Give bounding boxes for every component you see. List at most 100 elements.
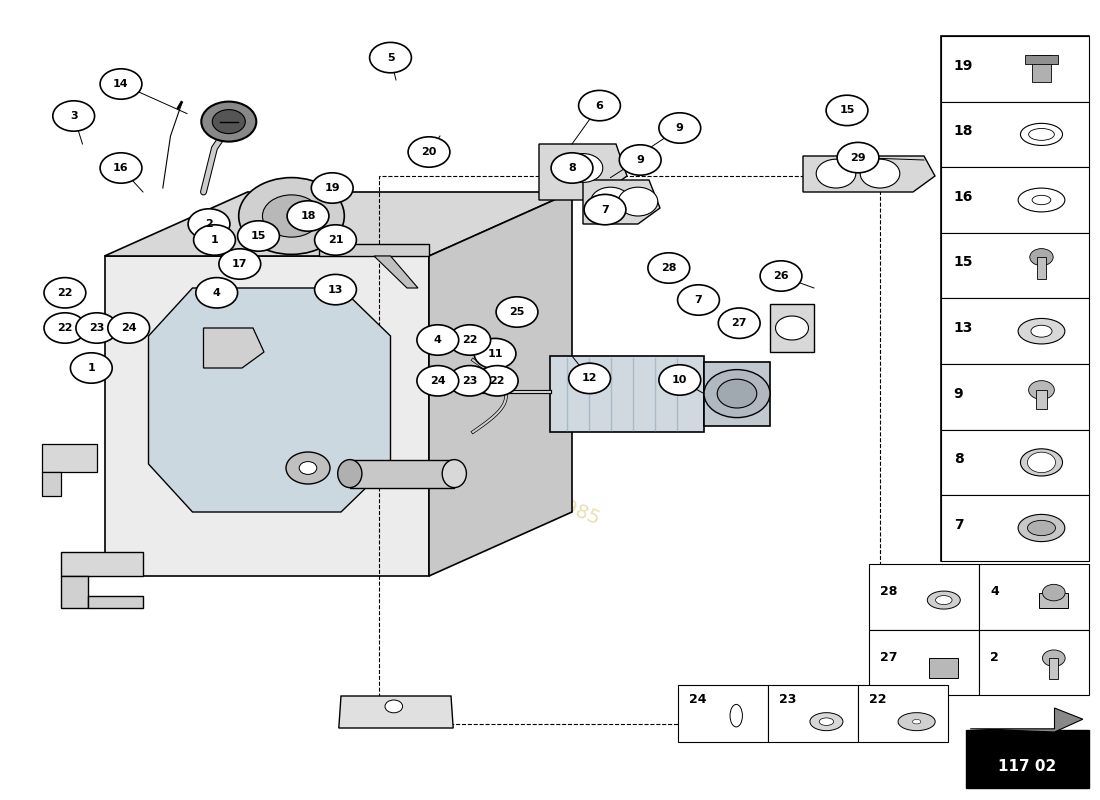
Text: 5: 5 xyxy=(387,53,394,62)
Circle shape xyxy=(1043,650,1065,666)
Text: 9: 9 xyxy=(954,386,964,401)
Bar xyxy=(979,564,1089,630)
Polygon shape xyxy=(930,658,958,678)
Circle shape xyxy=(569,363,611,394)
Text: 18: 18 xyxy=(300,211,316,221)
Polygon shape xyxy=(60,552,143,576)
Text: 24: 24 xyxy=(689,693,706,706)
Bar xyxy=(1049,658,1058,679)
Circle shape xyxy=(717,379,757,408)
Circle shape xyxy=(591,187,630,216)
Ellipse shape xyxy=(442,459,466,488)
Polygon shape xyxy=(550,356,704,432)
Text: 20: 20 xyxy=(421,147,437,157)
Polygon shape xyxy=(104,192,572,256)
Circle shape xyxy=(53,101,95,131)
Polygon shape xyxy=(104,256,429,576)
Bar xyxy=(678,685,768,742)
Circle shape xyxy=(311,173,353,203)
Text: 16: 16 xyxy=(113,163,129,173)
Polygon shape xyxy=(42,472,60,496)
Text: 15: 15 xyxy=(839,106,855,115)
Circle shape xyxy=(286,452,330,484)
Text: 4: 4 xyxy=(990,585,999,598)
Text: 28: 28 xyxy=(880,585,898,598)
Circle shape xyxy=(474,338,516,369)
Bar xyxy=(940,430,1089,495)
Text: 27: 27 xyxy=(880,650,898,664)
Text: 8: 8 xyxy=(568,163,576,173)
Circle shape xyxy=(76,313,118,343)
Circle shape xyxy=(659,113,701,143)
Bar xyxy=(350,460,454,488)
Circle shape xyxy=(315,225,356,255)
Ellipse shape xyxy=(935,595,953,605)
Polygon shape xyxy=(803,156,935,192)
Text: 10: 10 xyxy=(672,375,688,385)
Bar xyxy=(940,102,1089,167)
Text: 1: 1 xyxy=(87,363,96,373)
Circle shape xyxy=(263,195,320,237)
Bar xyxy=(1037,257,1046,279)
Circle shape xyxy=(760,261,802,291)
Ellipse shape xyxy=(1028,129,1054,140)
Circle shape xyxy=(584,194,626,225)
Text: 1: 1 xyxy=(210,235,219,245)
Text: 15: 15 xyxy=(954,255,974,270)
Bar xyxy=(1036,390,1046,409)
Circle shape xyxy=(417,325,459,355)
Text: 3: 3 xyxy=(70,111,77,121)
Circle shape xyxy=(718,308,760,338)
Bar xyxy=(1040,593,1068,607)
Circle shape xyxy=(551,153,593,183)
Text: 27: 27 xyxy=(732,318,747,328)
Circle shape xyxy=(837,142,879,173)
Bar xyxy=(940,298,1089,364)
Text: 29: 29 xyxy=(850,153,866,162)
Text: 17: 17 xyxy=(232,259,248,269)
Text: 15: 15 xyxy=(251,231,266,241)
Text: 117 02: 117 02 xyxy=(999,758,1056,774)
Circle shape xyxy=(579,90,620,121)
Circle shape xyxy=(408,137,450,167)
Text: 24: 24 xyxy=(430,376,446,386)
Text: 4: 4 xyxy=(212,288,221,298)
Bar xyxy=(940,36,1089,102)
Text: 22: 22 xyxy=(57,323,73,333)
Text: 9: 9 xyxy=(675,123,684,133)
Ellipse shape xyxy=(730,705,743,727)
Circle shape xyxy=(212,110,245,134)
Circle shape xyxy=(776,316,808,340)
Polygon shape xyxy=(374,256,418,288)
Circle shape xyxy=(678,285,719,315)
Text: 19: 19 xyxy=(954,58,974,73)
Text: 14: 14 xyxy=(113,79,129,89)
Circle shape xyxy=(659,365,701,395)
Text: 7: 7 xyxy=(954,518,964,532)
Text: 24: 24 xyxy=(121,323,136,333)
Text: 23: 23 xyxy=(89,323,104,333)
Circle shape xyxy=(563,154,603,182)
Bar xyxy=(1032,55,1050,82)
Text: 25: 25 xyxy=(509,307,525,317)
Text: 19: 19 xyxy=(324,183,340,193)
Polygon shape xyxy=(583,180,660,224)
Circle shape xyxy=(194,225,235,255)
Text: 6: 6 xyxy=(595,101,604,110)
Polygon shape xyxy=(88,596,143,608)
Bar xyxy=(869,630,979,695)
Text: 22: 22 xyxy=(462,335,477,345)
Bar xyxy=(966,730,1089,788)
Bar xyxy=(379,176,880,724)
Ellipse shape xyxy=(1027,520,1056,536)
Text: 2: 2 xyxy=(205,219,213,229)
Ellipse shape xyxy=(810,713,843,730)
Circle shape xyxy=(44,313,86,343)
Bar xyxy=(940,233,1089,298)
Polygon shape xyxy=(539,144,627,200)
Polygon shape xyxy=(204,328,264,368)
Circle shape xyxy=(188,209,230,239)
Circle shape xyxy=(1043,584,1065,601)
Circle shape xyxy=(618,187,658,216)
Polygon shape xyxy=(339,696,453,728)
